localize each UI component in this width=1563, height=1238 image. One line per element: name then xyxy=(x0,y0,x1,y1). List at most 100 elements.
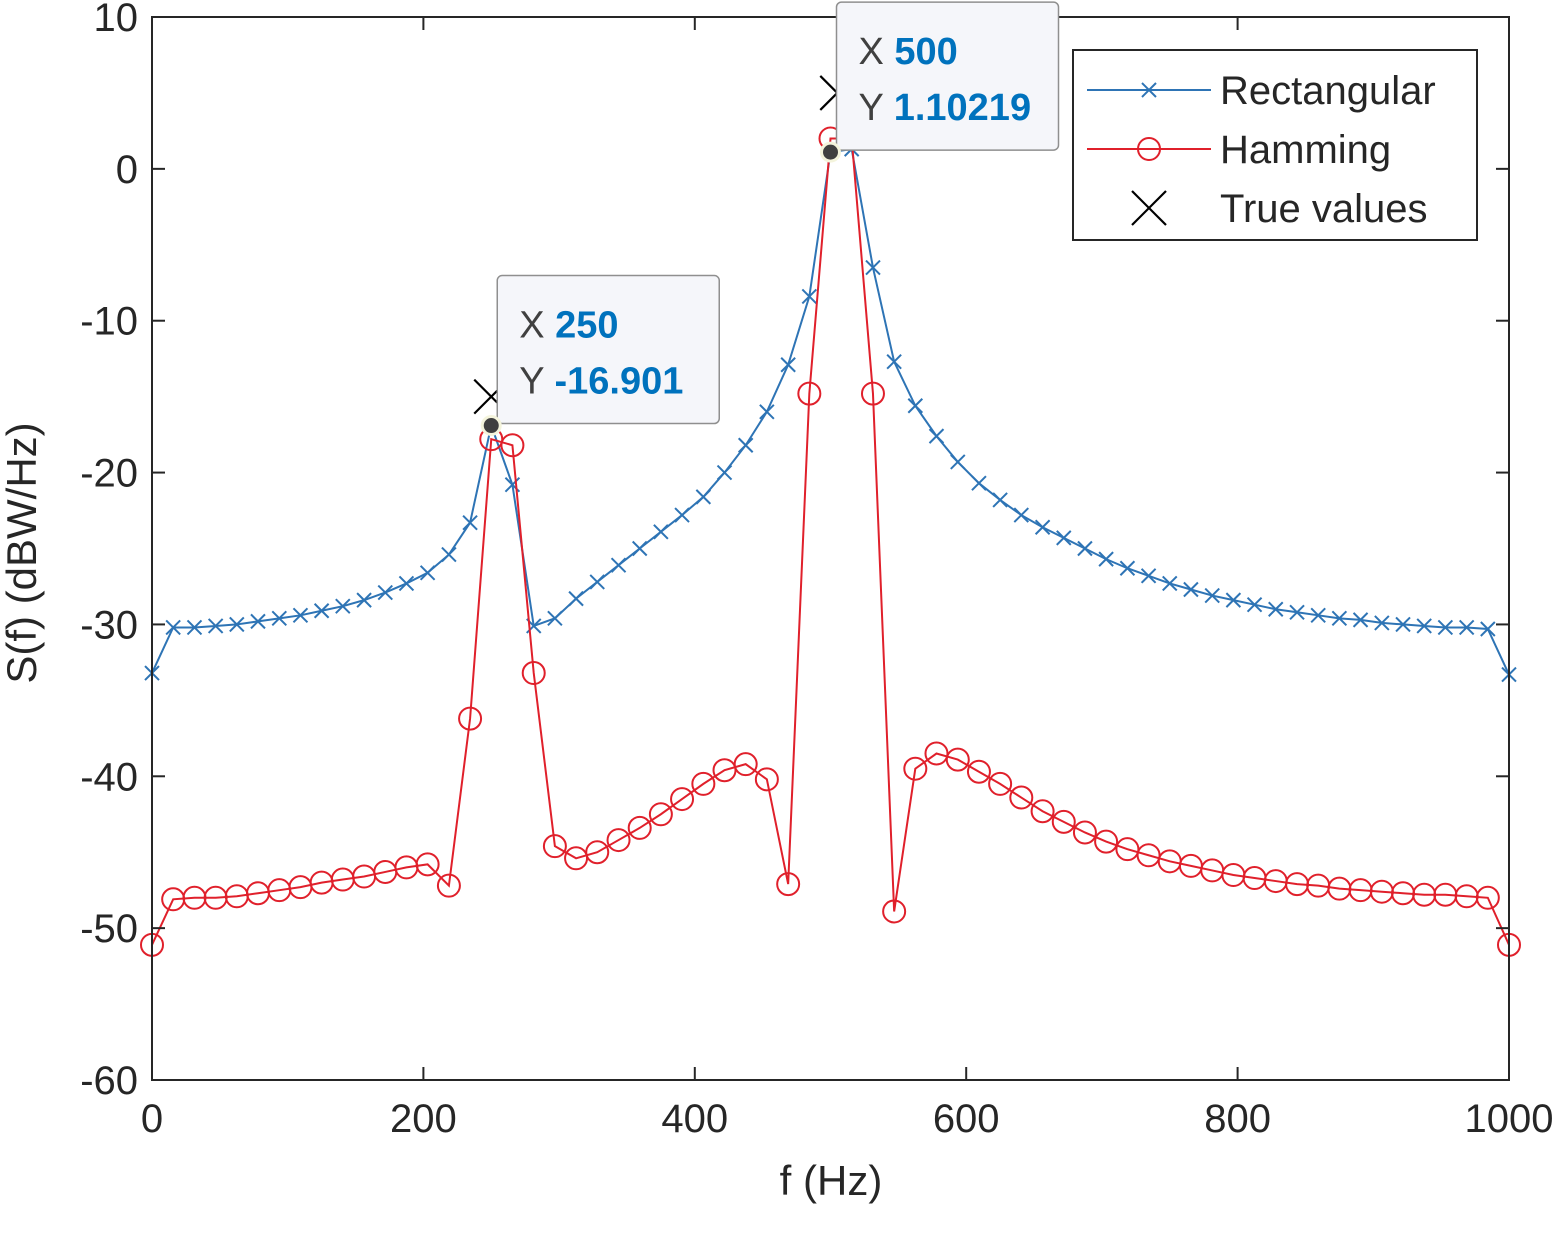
data-point-rectangular xyxy=(1374,615,1390,631)
data-point-rectangular-stroke-b xyxy=(271,610,287,627)
data-point-rectangular-stroke-b xyxy=(589,574,605,590)
data-point-rectangular-stroke-b xyxy=(335,598,351,614)
data-point-rectangular xyxy=(292,607,309,624)
data-point-rectangular-stroke-b xyxy=(250,613,266,630)
data-point-rectangular xyxy=(1162,575,1178,592)
data-tip-y-value: -16.901 xyxy=(554,361,683,403)
data-point-rectangular-stroke-b xyxy=(674,507,690,523)
data-point-rectangular-stroke-b xyxy=(1480,621,1496,637)
data-point-hamming xyxy=(733,752,758,777)
data-point-rectangular-stroke-b xyxy=(1140,568,1157,584)
data-point-hamming xyxy=(1475,885,1500,910)
data-point-rectangular-stroke-b xyxy=(229,616,245,633)
legend-item-hamming: Hamming xyxy=(1087,128,1391,172)
data-point-rectangular xyxy=(950,454,966,470)
data-point-rectangular xyxy=(1098,551,1114,567)
data-point-rectangular-stroke-b xyxy=(737,437,754,453)
data-point-rectangular-stroke-b xyxy=(1437,619,1454,636)
data-point-rectangular xyxy=(165,619,181,636)
data-point-rectangular-stroke-b xyxy=(441,546,457,563)
data-point-hamming xyxy=(754,767,779,792)
data-tip-x-key: X xyxy=(519,305,555,347)
data-point-hamming xyxy=(1030,799,1055,824)
axes: 0 200 400 600 800 1000 10 0 -10 -20 -30 -40 -50 -60 xyxy=(80,0,1553,1141)
y-axis-title: S(f) (dBW/Hz) xyxy=(0,422,45,683)
y-tick-label: -10 xyxy=(80,300,138,344)
data-point-rectangular-stroke-b xyxy=(780,357,796,373)
data-point-rectangular xyxy=(1183,581,1199,598)
data-point-rectangular-stroke-b xyxy=(1246,596,1263,613)
data-point-rectangular xyxy=(250,613,266,630)
data-point-rectangular xyxy=(1225,592,1242,608)
data-point-rectangular xyxy=(1246,596,1263,613)
legend-marker-rectangular xyxy=(1141,82,1157,98)
data-point-rectangular-stroke-b xyxy=(1289,604,1305,620)
data-point-rectangular-stroke-b xyxy=(610,557,627,573)
x-axis-title: f (Hz) xyxy=(780,1157,883,1204)
data-point-hamming xyxy=(988,771,1013,796)
data-point-rectangular xyxy=(1352,612,1369,628)
legend-marker-true-values xyxy=(1131,190,1167,226)
data-tip-y-row: Y -16.901 xyxy=(519,361,683,403)
x-tick-label: 200 xyxy=(390,1097,457,1141)
y-tick-label: -60 xyxy=(80,1059,138,1103)
data-point-rectangular-stroke-b xyxy=(1162,575,1178,592)
data-point-hamming xyxy=(945,747,970,772)
data-point-hamming xyxy=(1009,785,1034,810)
legend-item-rectangular: Rectangular xyxy=(1087,69,1436,113)
data-tip-x-value: 500 xyxy=(894,31,957,73)
data-point-hamming xyxy=(776,872,801,897)
y-tick-label: 0 xyxy=(116,148,138,192)
legend-label-hamming: Hamming xyxy=(1220,128,1391,172)
data-point-rectangular-stroke-b xyxy=(292,607,309,624)
data-point-hamming xyxy=(458,706,483,731)
data-point-rectangular xyxy=(335,598,351,614)
data-point-hamming xyxy=(966,759,991,784)
data-tip: X 250 Y -16.901 xyxy=(480,274,720,437)
data-point-rectangular xyxy=(801,288,818,305)
data-point-rectangular xyxy=(992,492,1008,508)
data-point-rectangular-stroke-b xyxy=(1416,618,1432,634)
data-point-rectangular xyxy=(653,524,669,540)
data-tip-marker xyxy=(820,141,841,163)
data-point-rectangular xyxy=(1119,560,1136,576)
data-point-hamming xyxy=(1072,820,1097,845)
y-tick-label: -20 xyxy=(80,452,138,496)
data-point-rectangular xyxy=(780,357,796,373)
data-point-rectangular-stroke-b xyxy=(419,565,436,581)
data-point-rectangular xyxy=(759,404,775,420)
data-point-rectangular xyxy=(356,592,372,608)
data-point-hamming xyxy=(797,381,822,406)
data-point-rectangular xyxy=(229,616,245,633)
data-point-rectangular-stroke-b xyxy=(186,619,203,636)
data-point-rectangular xyxy=(462,514,478,531)
data-point-rectangular xyxy=(1077,540,1093,557)
data-point-rectangular xyxy=(568,590,584,607)
data-point-rectangular-stroke-b xyxy=(1077,540,1093,557)
legend: Rectangular Hamming True values xyxy=(1072,49,1478,241)
data-point-rectangular-stroke-b xyxy=(653,524,669,540)
legend-marker-hamming xyxy=(1137,137,1161,161)
data-point-hamming xyxy=(606,828,631,853)
data-tip-x-row: X 250 xyxy=(519,305,618,347)
legend-marker-rectangular-stroke-b xyxy=(1141,82,1157,98)
legend-box xyxy=(1072,49,1478,241)
data-point-hamming xyxy=(1051,809,1076,834)
data-point-rectangular-stroke-b xyxy=(504,477,521,493)
x-tick-label: 800 xyxy=(1204,1097,1271,1141)
data-point-rectangular xyxy=(1140,568,1157,584)
data-point-rectangular xyxy=(398,575,415,592)
x-tick-label: 400 xyxy=(661,1097,728,1141)
data-tip-y-value: 1.10219 xyxy=(894,87,1031,129)
data-point-rectangular-stroke-b xyxy=(992,492,1008,508)
data-point-rectangular xyxy=(716,464,733,481)
data-point-hamming xyxy=(436,873,461,898)
data-point-rectangular-stroke-b xyxy=(568,590,584,607)
data-tip-x-value: 250 xyxy=(555,305,618,347)
data-tip-x-row: X 500 xyxy=(859,31,958,73)
data-point-rectangular-stroke-b xyxy=(1225,592,1242,608)
data-point-rectangular xyxy=(610,557,627,573)
data-point-hamming xyxy=(500,433,525,458)
data-point-hamming xyxy=(542,834,567,859)
data-point-hamming xyxy=(903,756,928,781)
